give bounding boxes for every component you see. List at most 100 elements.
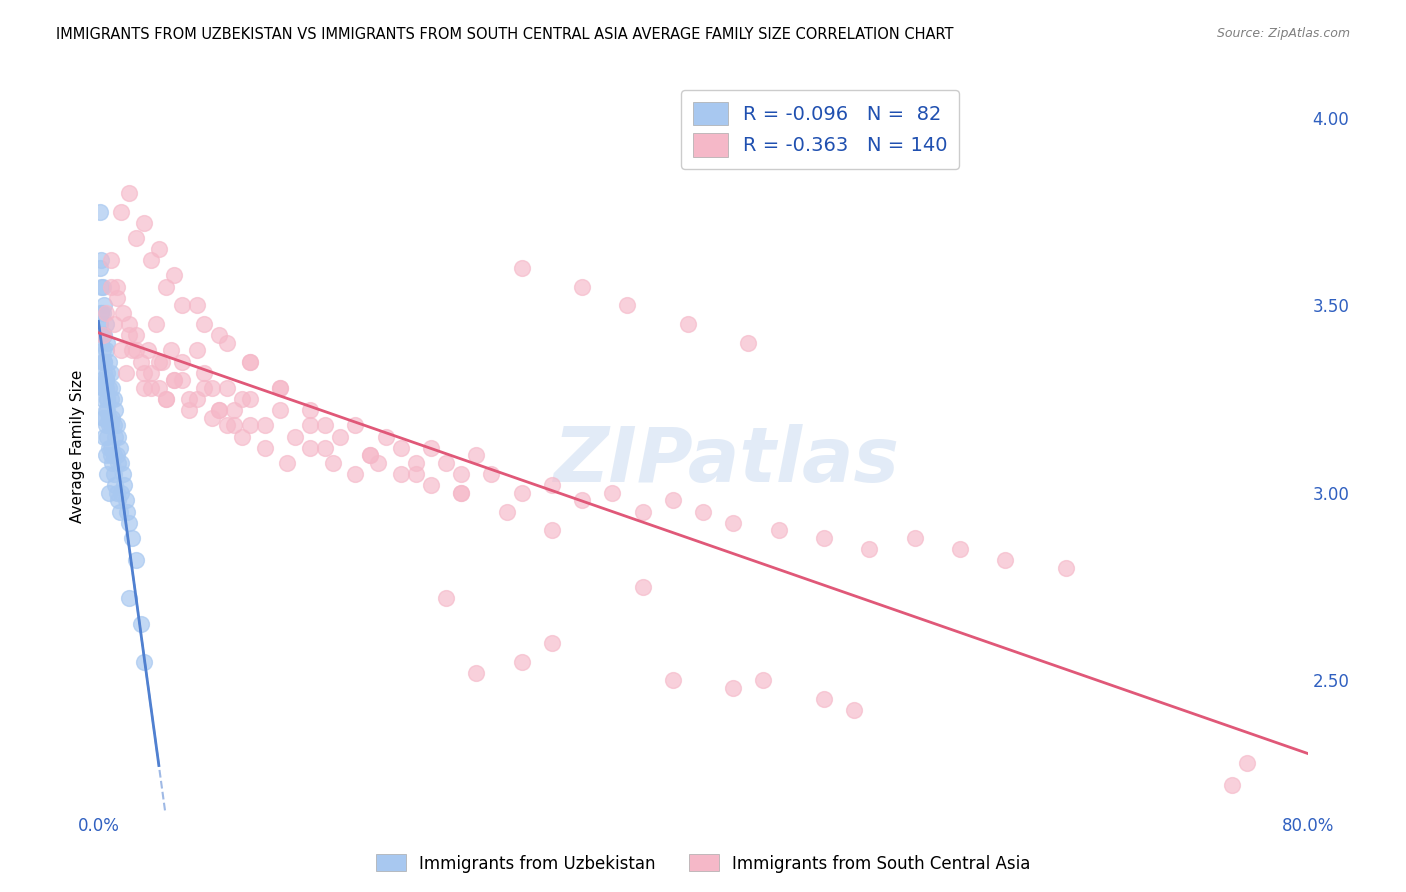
Point	[96, 392, 118, 406]
Point	[90, 306, 112, 320]
Point	[239, 392, 262, 406]
Point	[231, 429, 253, 443]
Point	[132, 366, 155, 380]
Text: ZIPatlas: ZIPatlas	[554, 424, 900, 498]
Point	[858, 542, 880, 557]
Y-axis label: Average Family Size: Average Family Size	[69, 369, 84, 523]
Legend: R = -0.096   N =  82, R = -0.363   N = 140: R = -0.096 N = 82, R = -0.363 N = 140	[681, 90, 959, 169]
Point	[813, 531, 835, 545]
Point	[93, 410, 115, 425]
Point	[93, 298, 115, 312]
Point	[90, 306, 112, 320]
Point	[105, 486, 128, 500]
Point	[1236, 756, 1258, 770]
Point	[329, 429, 352, 443]
Point	[103, 449, 125, 463]
Point	[495, 505, 517, 519]
Point	[434, 456, 457, 470]
Point	[420, 478, 443, 492]
Point	[132, 655, 155, 669]
Point	[344, 418, 367, 433]
Point	[94, 403, 117, 417]
Point	[121, 531, 143, 545]
Point	[96, 335, 118, 350]
Point	[132, 381, 155, 395]
Point	[108, 441, 131, 455]
Point	[768, 524, 790, 538]
Point	[94, 373, 117, 387]
Point	[104, 403, 127, 417]
Point	[101, 410, 124, 425]
Point	[160, 343, 183, 358]
Point	[360, 449, 382, 463]
Point	[163, 373, 186, 387]
Point	[91, 392, 114, 406]
Point	[105, 291, 128, 305]
Point	[125, 328, 148, 343]
Point	[253, 418, 276, 433]
Point	[98, 486, 121, 500]
Point	[344, 467, 367, 482]
Point	[118, 186, 141, 200]
Point	[141, 381, 163, 395]
Point	[91, 328, 114, 343]
Point	[91, 328, 114, 343]
Point	[208, 403, 231, 417]
Point	[737, 335, 759, 350]
Point	[163, 373, 186, 387]
Point	[314, 441, 336, 455]
Point	[125, 553, 148, 567]
Point	[141, 253, 163, 268]
Point	[101, 381, 124, 395]
Point	[89, 204, 111, 219]
Point	[114, 366, 136, 380]
Point	[148, 354, 170, 368]
Point	[103, 317, 125, 331]
Point	[103, 392, 125, 406]
Point	[170, 298, 193, 312]
Point	[186, 392, 208, 406]
Point	[91, 381, 114, 395]
Point	[107, 429, 129, 443]
Point	[253, 441, 276, 455]
Point	[104, 429, 127, 443]
Point	[110, 204, 132, 219]
Point	[360, 449, 382, 463]
Point	[101, 456, 124, 470]
Point	[299, 418, 322, 433]
Point	[299, 403, 322, 417]
Point	[510, 260, 533, 275]
Point	[465, 449, 488, 463]
Point	[90, 253, 112, 268]
Point	[110, 343, 132, 358]
Point	[136, 343, 159, 358]
Point	[90, 373, 112, 387]
Point	[540, 636, 562, 650]
Point	[269, 381, 291, 395]
Point	[481, 467, 503, 482]
Point	[98, 410, 121, 425]
Point	[94, 381, 117, 395]
Point	[170, 354, 193, 368]
Point	[239, 354, 262, 368]
Point	[111, 306, 134, 320]
Point	[269, 381, 291, 395]
Text: IMMIGRANTS FROM UZBEKISTAN VS IMMIGRANTS FROM SOUTH CENTRAL ASIA AVERAGE FAMILY : IMMIGRANTS FROM UZBEKISTAN VS IMMIGRANTS…	[56, 27, 953, 42]
Point	[155, 392, 177, 406]
Point	[179, 403, 201, 417]
Point	[186, 343, 208, 358]
Point	[100, 253, 122, 268]
Point	[389, 467, 412, 482]
Point	[98, 354, 121, 368]
Point	[98, 418, 121, 433]
Point	[100, 449, 122, 463]
Point	[94, 373, 117, 387]
Point	[231, 392, 253, 406]
Point	[193, 381, 215, 395]
Point	[631, 580, 654, 594]
Point	[201, 381, 224, 395]
Point	[125, 231, 148, 245]
Point	[193, 317, 215, 331]
Point	[571, 493, 593, 508]
Point	[616, 298, 638, 312]
